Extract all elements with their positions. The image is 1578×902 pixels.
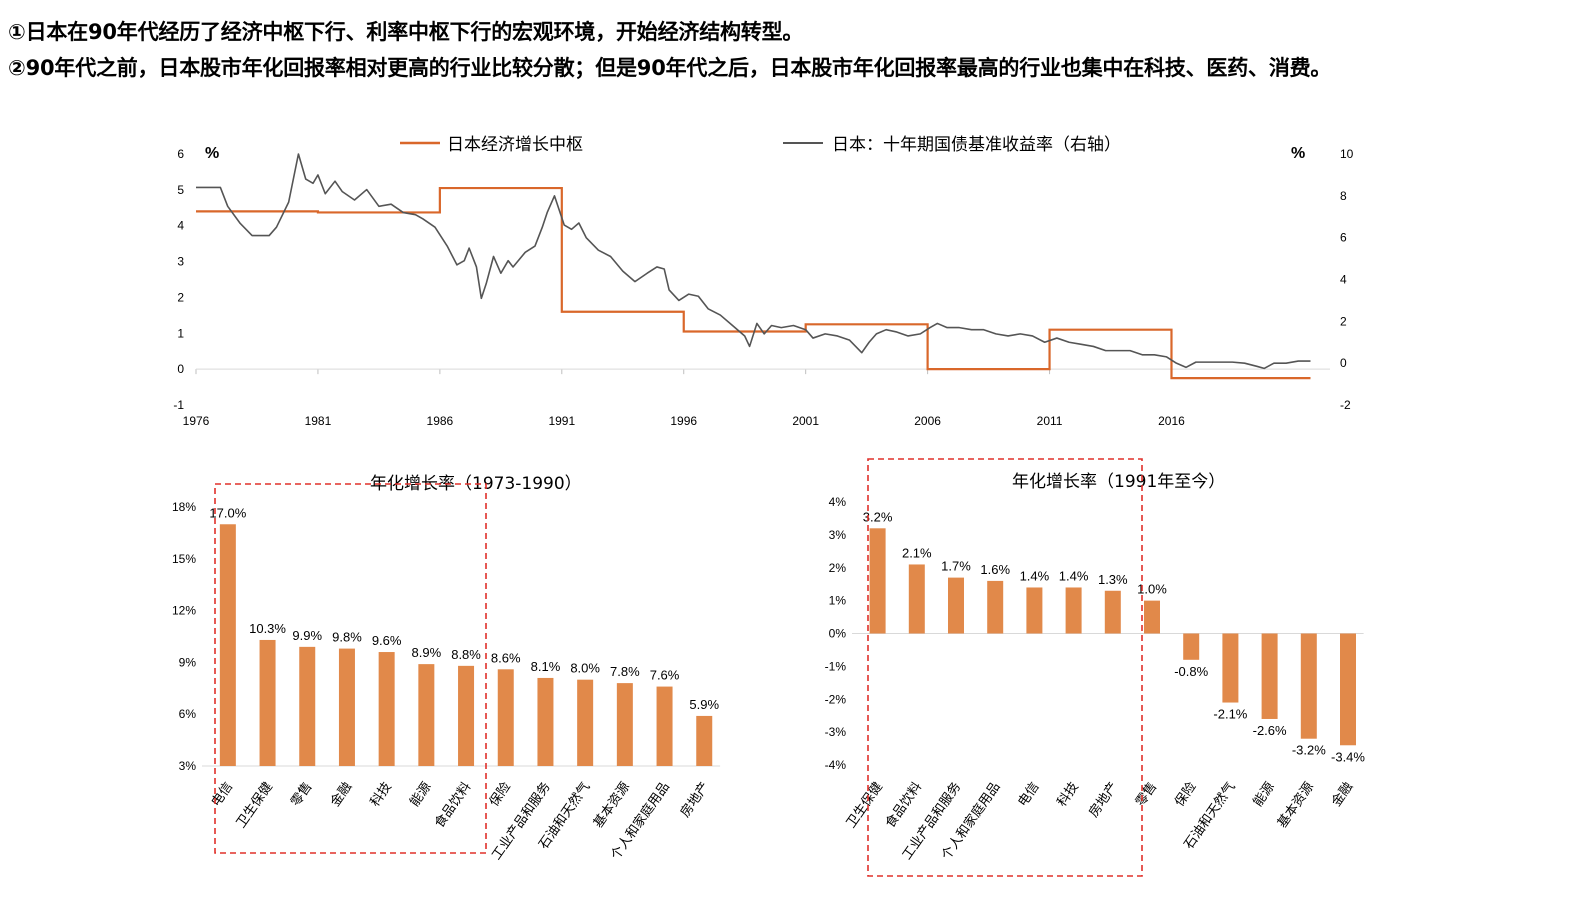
note-line-2: ②90年代之前，日本股市年化回报率相对更高的行业比较分散；但是90年代之后，日本… — [8, 56, 1332, 80]
x-tick-label: 2016 — [1158, 414, 1185, 428]
right-tick-label: 2 — [1340, 314, 1347, 328]
x-tick-label: 1986 — [427, 414, 454, 428]
legend-label-growth: 日本经济增长中枢 — [447, 135, 583, 155]
legend-label-yield: 日本：十年期国债基准收益率（右轴） — [832, 135, 1121, 155]
series-yield-line — [196, 153, 1311, 370]
left-tick-label: 3 — [177, 255, 184, 269]
left-tick-label: 0 — [177, 362, 184, 376]
right-tick-label: -2 — [1340, 398, 1351, 412]
series-growth-line — [196, 186, 1311, 380]
left-axis-unit: % — [205, 145, 219, 162]
left-tick-label: 4 — [177, 219, 184, 233]
x-tick-label: 1976 — [183, 414, 210, 428]
line-chart-legend: 日本经济增长中枢 日本：十年期国债基准收益率（右轴） — [400, 135, 1121, 155]
right-tick-label: 10 — [1340, 147, 1354, 161]
left-tick-label: -1 — [173, 398, 184, 412]
left-tick-label: 2 — [177, 290, 184, 304]
x-tick-label: 2011 — [1037, 414, 1063, 428]
right-tick-label: 4 — [1340, 273, 1347, 287]
note-line-1: ①日本在90年代经历了经济中枢下行、利率中枢下行的宏观环境，开始经济结构转型。 — [8, 20, 804, 44]
left-tick-label: 1 — [177, 326, 184, 340]
right-tick-label: 6 — [1340, 231, 1347, 245]
x-tick-label: 1991 — [548, 414, 575, 428]
left-tick-label: 5 — [177, 183, 184, 197]
left-tick-label: 6 — [177, 147, 184, 161]
right-axis-unit: % — [1291, 145, 1305, 162]
right-tick-label: 8 — [1340, 189, 1347, 203]
x-tick-label: 1996 — [670, 414, 697, 428]
x-tick-label: 2006 — [914, 414, 941, 428]
right-tick-label: 0 — [1340, 356, 1347, 370]
x-tick-label: 1981 — [305, 414, 332, 428]
x-tick-label: 2001 — [792, 414, 819, 428]
